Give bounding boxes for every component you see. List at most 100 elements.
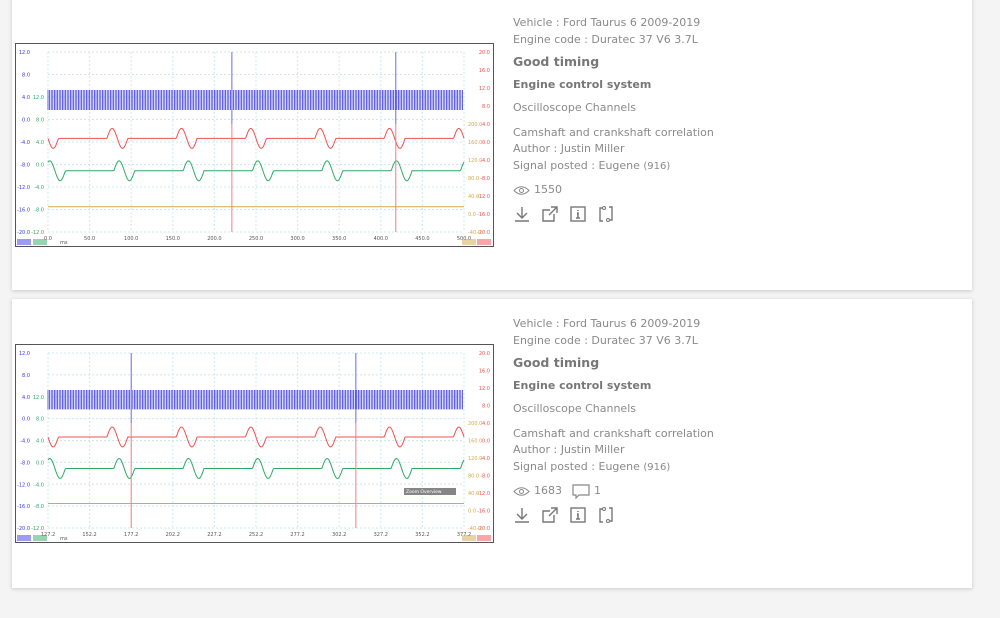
comment-icon[interactable] [572,484,590,499]
blue-axis-label: -20.0 [17,230,30,236]
green-axis-label: 4.0 [36,439,44,445]
x-tick-label: 200.0 [207,236,221,242]
red-axis-label: -20.0 [477,526,490,532]
view-count: 1550 [534,183,562,196]
x-tick-label: 327.2 [374,532,388,538]
vehicle: Vehicle : Ford Taurus 6 2009-2019 [513,317,701,330]
x-tick-label: 152.2 [82,532,96,538]
signal-info: Vehicle : Ford Taurus 6 2009-2019 Engine… [513,316,714,524]
blue-axis-label: 12.0 [19,351,30,357]
description: Camshaft and crankshaft correlation [513,125,714,139]
x-tick-label: 302.2 [332,532,346,538]
red-axis-label: -16.0 [477,509,490,515]
x-tick-label: 202.2 [166,532,180,538]
compare-icon[interactable] [597,205,615,223]
red-axis-label: -8.0 [480,176,490,182]
oscilloscope-preview[interactable]: 0.0 50.0 100.0 150.0 200.0 250.0 300.0 350.0 400… [15,43,494,247]
channel-tag [477,239,491,245]
engine-code: Engine code : Duratec 37 V6 3.7L [513,333,698,347]
x-tick-label: 277.2 [290,532,304,538]
blue-axis-label: -4.0 [20,439,30,445]
red-axis-label: -4.0 [480,456,490,462]
blue-axis-label: -4.0 [20,140,30,146]
green-axis-label: 0.0 [36,163,44,169]
blue-axis-label: -8.0 [20,163,30,169]
signal-title[interactable]: Good timing [513,54,600,69]
red-axis-label: 4.0 [482,122,490,128]
x-unit-label: ms [60,536,68,542]
system: Engine control system [513,77,652,91]
channel-tag [17,239,31,245]
yellow-axis-label: 160.0 [468,439,482,445]
red-axis-label: -4.0 [480,158,490,164]
x-tick-label: 0.0 [44,236,52,242]
info-icon[interactable] [569,506,587,524]
green-axis-label: -4.0 [34,185,44,191]
red-axis-label: -16.0 [477,212,490,218]
green-axis-label: 8.0 [36,417,44,423]
engine-code: Engine code : Duratec 37 V6 3.7L [513,32,698,46]
posted-by-name: Signal posted : Eugene [513,158,640,172]
blue-axis-label: -16.0 [17,208,30,214]
red-axis-label: 20.0 [479,50,490,56]
red-axis-label: -8.0 [480,474,490,480]
cam-signal-red-trace [47,127,465,149]
info-icon[interactable] [569,205,587,223]
description: Camshaft and crankshaft correlation [513,426,714,440]
red-axis-label: 12.0 [479,386,490,392]
channel-tag [462,239,476,245]
oscilloscope-preview[interactable]: 127.2 152.2 177.2 202.2 227.2 252.2 277.2 302.2… [15,344,494,543]
eye-icon [513,487,530,496]
blue-axis-label: 8.0 [22,73,30,79]
green-axis-label: 0.0 [36,460,44,466]
zoom-overview-label: Zoom Overview [406,489,442,495]
blue-axis-label: -8.0 [20,460,30,466]
red-axis-label: 20.0 [479,351,490,357]
x-tick-label: 50.0 [84,236,95,242]
red-axis-label: 8.0 [482,104,490,110]
channel-tag [33,535,47,541]
yellow-axis-label: 0.0 [468,509,476,515]
red-axis-label: 16.0 [479,68,490,74]
vehicle: Vehicle : Ford Taurus 6 2009-2019 [513,16,701,29]
yellow-axis-label: 80.0 [468,474,479,480]
x-tick-label: 250.0 [249,236,263,242]
posted-by: Signal posted : Eugene (916) [513,459,714,477]
external-link-icon[interactable] [541,205,559,223]
x-tick-label: 177.2 [124,532,138,538]
yellow-axis-label: 80.0 [468,176,479,182]
crank-signal-trace [47,90,463,110]
red-axis-label: 8.0 [482,404,490,410]
yellow-axis-label: 120.0 [468,158,482,164]
external-link-icon[interactable] [541,506,559,524]
channel-tag [17,535,31,541]
channel-tag [477,535,491,541]
download-icon[interactable] [513,205,531,223]
author: Author : Justin Miller [513,443,625,456]
channel-tag [462,535,476,541]
x-tick-label: 352.2 [415,532,429,538]
red-axis-label: 0.0 [482,439,490,445]
download-icon[interactable] [513,506,531,524]
blue-axis-label: 12.0 [19,50,30,56]
blue-axis-label: 8.0 [22,373,30,379]
signal-title[interactable]: Good timing [513,355,600,370]
red-axis-label: 4.0 [482,421,490,427]
blue-axis-label: 0.0 [22,118,30,124]
red-axis-label: 16.0 [479,369,490,375]
crank-signal-trace [47,389,463,410]
yellow-axis-label: 40.0 [468,194,479,200]
x-tick-label: 300.0 [290,236,304,242]
blue-axis-label: -16.0 [17,504,30,510]
x-tick-label: 400.0 [374,236,388,242]
red-axis-label: -20.0 [477,230,490,236]
red-axis-label: 12.0 [479,86,490,92]
compare-icon[interactable] [597,506,615,524]
green-axis-label: 12.0 [33,95,44,101]
category: Oscilloscope Channels [513,402,636,415]
channel-tag [33,239,47,245]
blue-axis-label: 0.0 [22,417,30,423]
cam-signal-green-trace [47,457,465,480]
yellow-axis-label: -40.0 [468,230,481,236]
yellow-axis-label: 200.0 [468,421,482,427]
